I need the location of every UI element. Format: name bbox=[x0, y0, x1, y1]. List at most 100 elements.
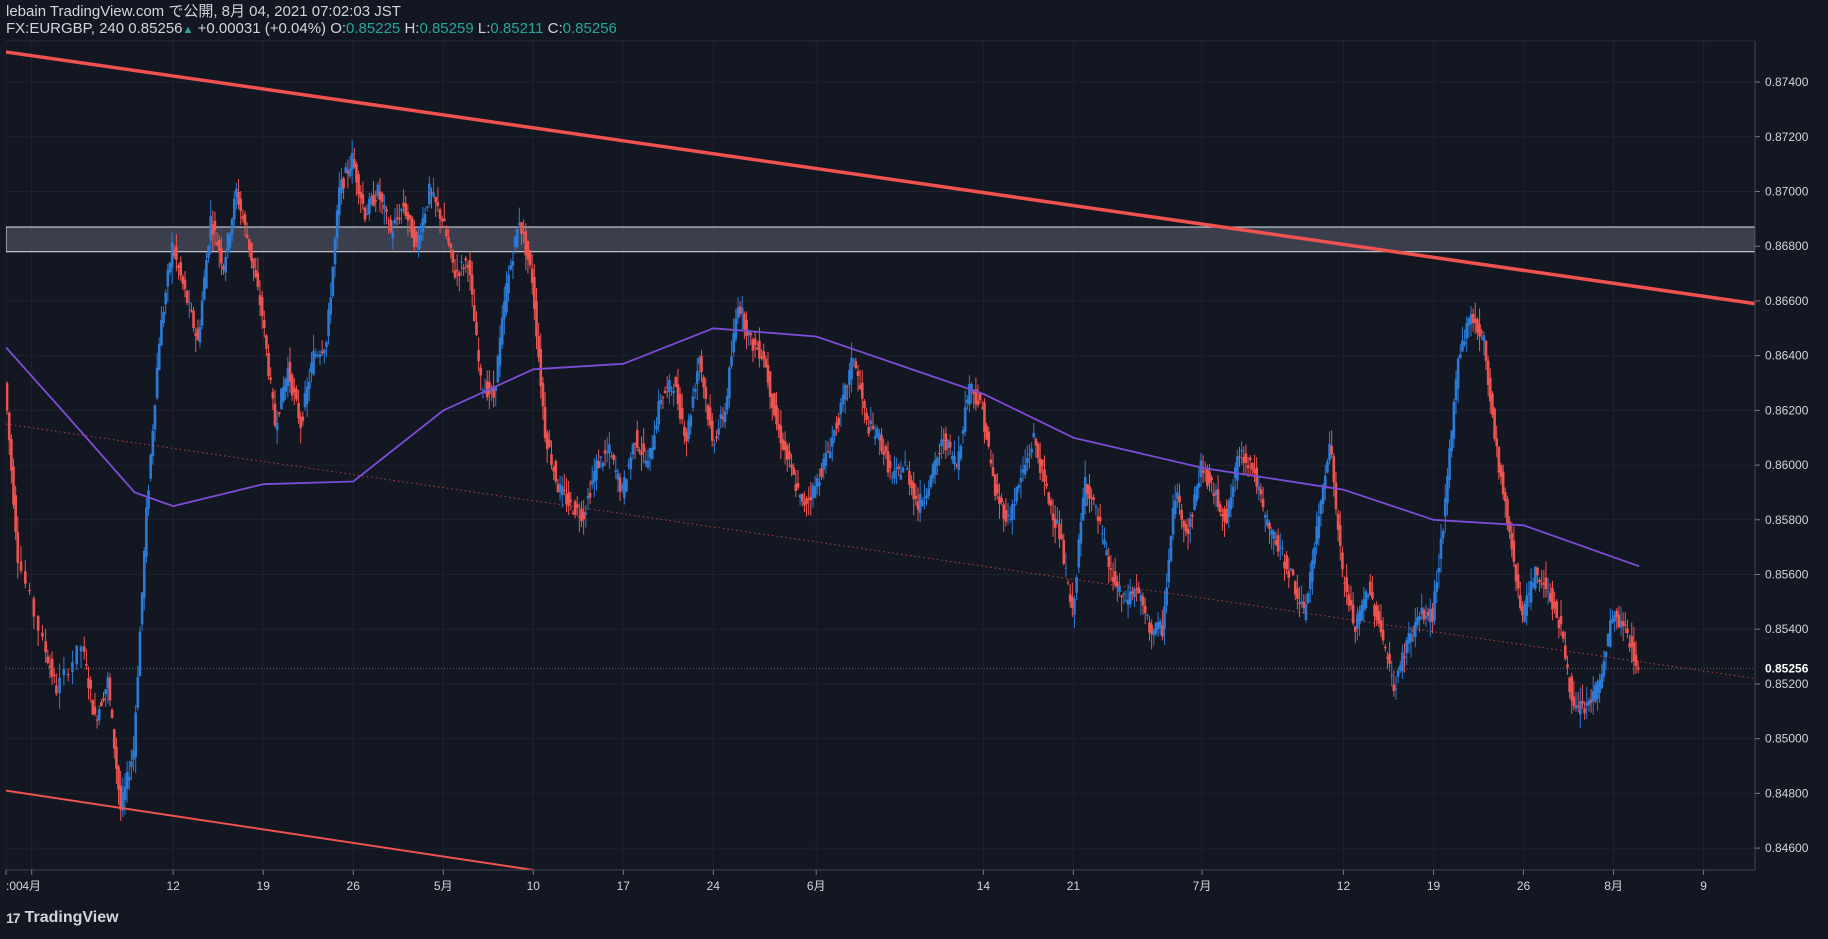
candle-body bbox=[522, 232, 525, 234]
candle-body bbox=[1371, 591, 1374, 599]
candle-body bbox=[1315, 526, 1318, 545]
candle-body bbox=[252, 258, 255, 269]
candle-body bbox=[490, 388, 493, 392]
candle-body bbox=[93, 706, 97, 715]
open-label: O: bbox=[330, 20, 347, 37]
time-tick-label: 26 bbox=[1517, 879, 1531, 893]
candle-body bbox=[1141, 596, 1145, 606]
high-value: 0.85259 bbox=[419, 20, 474, 37]
candle-body bbox=[438, 209, 442, 219]
candle-body bbox=[117, 766, 120, 790]
candle-body bbox=[1311, 560, 1314, 582]
candle-body bbox=[899, 474, 903, 480]
candle-body bbox=[1186, 528, 1190, 535]
candle-body bbox=[177, 265, 180, 269]
candle-body bbox=[788, 451, 791, 460]
candle-body bbox=[1570, 676, 1574, 701]
candle-body bbox=[318, 354, 322, 357]
candle-body bbox=[1015, 487, 1018, 502]
candle-body bbox=[760, 356, 763, 359]
candle-body bbox=[1060, 534, 1063, 540]
candle-body bbox=[575, 504, 579, 508]
candle-body bbox=[1199, 460, 1203, 478]
candle-body bbox=[878, 433, 881, 441]
plot-area bbox=[6, 50, 1755, 870]
candle-body bbox=[436, 202, 440, 207]
candle-body bbox=[509, 265, 513, 270]
candle-body bbox=[230, 218, 234, 235]
candle-body bbox=[1221, 513, 1224, 517]
candle-body bbox=[387, 226, 390, 229]
candle-body bbox=[573, 501, 577, 515]
candle-body bbox=[1476, 319, 1479, 333]
candle-body bbox=[235, 188, 238, 198]
candle-body bbox=[1118, 585, 1121, 592]
candle-body bbox=[1501, 471, 1505, 495]
candle-body bbox=[923, 497, 926, 499]
candle-body bbox=[305, 386, 309, 404]
candle-body bbox=[740, 307, 744, 314]
candle-body bbox=[277, 412, 281, 414]
candle-body bbox=[404, 203, 408, 217]
candle-body bbox=[764, 358, 768, 368]
candle-body bbox=[295, 388, 298, 400]
candle-body bbox=[818, 482, 821, 486]
candle-body bbox=[1096, 516, 1100, 521]
candle-body bbox=[181, 276, 185, 284]
candle-body bbox=[530, 268, 534, 283]
tradingview-brand[interactable]: 17 TradingView bbox=[6, 909, 119, 927]
candle-body bbox=[1628, 643, 1631, 648]
candle-body bbox=[1538, 579, 1541, 583]
candle-body bbox=[1471, 314, 1475, 323]
candle-body bbox=[359, 192, 363, 199]
candle-body bbox=[1508, 521, 1511, 533]
candle-body bbox=[663, 390, 667, 394]
candle-body bbox=[1446, 475, 1449, 504]
candle-body bbox=[250, 242, 253, 261]
candle-body bbox=[1246, 465, 1250, 468]
candle-body bbox=[710, 420, 714, 441]
candle-body bbox=[307, 381, 311, 389]
candle-body bbox=[115, 746, 118, 769]
candle-body bbox=[548, 439, 551, 448]
candle-body bbox=[1210, 477, 1213, 481]
candle-body bbox=[1045, 483, 1048, 487]
candle-body bbox=[1467, 318, 1471, 326]
candle-body bbox=[1240, 450, 1243, 452]
candle-body bbox=[166, 269, 170, 287]
candle-body bbox=[676, 384, 680, 404]
candle-body bbox=[618, 477, 622, 492]
candle-body bbox=[1038, 458, 1042, 473]
candle-body bbox=[1428, 608, 1432, 623]
candle-body bbox=[625, 479, 628, 492]
candle-body bbox=[1609, 620, 1612, 647]
candle-body bbox=[642, 443, 645, 452]
candle-body bbox=[1019, 477, 1023, 483]
candle-body bbox=[931, 464, 935, 479]
candle-body bbox=[1137, 587, 1141, 594]
candle-body bbox=[299, 416, 303, 429]
candle-body bbox=[935, 457, 939, 466]
candle-body bbox=[1133, 588, 1136, 598]
candle-body bbox=[1632, 642, 1636, 662]
candle-body bbox=[322, 349, 326, 354]
candle-body bbox=[884, 446, 888, 452]
candle-body bbox=[1083, 476, 1087, 506]
candle-body bbox=[419, 235, 423, 241]
candle-body bbox=[1611, 618, 1614, 623]
candle-body bbox=[153, 405, 157, 430]
candle-body bbox=[473, 305, 476, 322]
price-tick-label: 0.86800 bbox=[1765, 239, 1809, 253]
candle-body bbox=[226, 233, 230, 253]
candle-body bbox=[286, 368, 290, 387]
candle-body bbox=[1184, 524, 1188, 532]
candle-body bbox=[16, 531, 20, 563]
candle-body bbox=[335, 210, 339, 239]
candle-body bbox=[708, 407, 712, 426]
candle-body bbox=[646, 460, 650, 468]
candle-body bbox=[918, 493, 922, 513]
candle-body bbox=[200, 300, 204, 326]
candle-body bbox=[112, 729, 116, 749]
candle-body bbox=[843, 384, 847, 400]
